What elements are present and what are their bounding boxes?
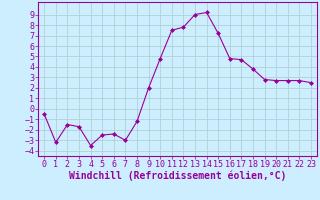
X-axis label: Windchill (Refroidissement éolien,°C): Windchill (Refroidissement éolien,°C)	[69, 171, 286, 181]
